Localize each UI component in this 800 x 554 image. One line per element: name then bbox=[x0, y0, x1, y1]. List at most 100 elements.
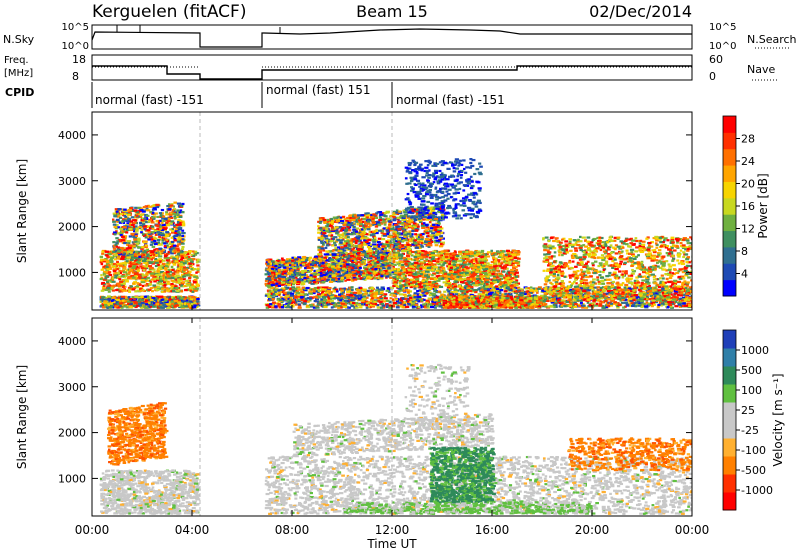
range-cell bbox=[542, 294, 547, 297]
range-cell bbox=[173, 285, 178, 288]
range-cell bbox=[657, 303, 661, 307]
range-cell bbox=[104, 271, 109, 274]
range-cell bbox=[349, 294, 354, 297]
range-cell bbox=[183, 303, 187, 306]
range-cell bbox=[427, 297, 432, 300]
range-cell bbox=[148, 256, 153, 259]
range-cell bbox=[176, 289, 180, 293]
range-cell bbox=[690, 301, 692, 304]
range-cell bbox=[465, 288, 471, 291]
range-cell bbox=[112, 220, 116, 223]
range-cell bbox=[156, 239, 161, 242]
range-cell bbox=[151, 245, 156, 248]
range-cell bbox=[175, 304, 179, 307]
range-cell bbox=[582, 303, 585, 306]
range-cell bbox=[356, 288, 361, 291]
range-cell bbox=[315, 295, 320, 298]
range-cell bbox=[401, 306, 405, 309]
range-cell bbox=[151, 297, 156, 300]
range-cell bbox=[178, 296, 182, 299]
range-cell bbox=[141, 210, 146, 213]
range-cell bbox=[524, 291, 529, 294]
range-cell bbox=[128, 271, 131, 274]
range-cell bbox=[167, 259, 171, 263]
range-cell bbox=[161, 217, 164, 220]
power-scatter bbox=[99, 158, 692, 309]
range-cell bbox=[376, 304, 380, 307]
range-cell bbox=[289, 294, 295, 297]
range-cell bbox=[159, 280, 164, 283]
range-cell bbox=[102, 259, 107, 262]
range-cell bbox=[453, 294, 457, 297]
range-cell bbox=[146, 229, 150, 232]
range-cell bbox=[149, 211, 153, 214]
range-cell bbox=[663, 300, 668, 303]
range-cell bbox=[274, 290, 277, 293]
range-cell bbox=[170, 265, 174, 268]
range-cell bbox=[385, 305, 389, 309]
range-cell bbox=[166, 288, 170, 291]
range-cell bbox=[481, 293, 486, 296]
range-cell bbox=[117, 246, 121, 249]
range-cell bbox=[125, 269, 130, 272]
range-cell bbox=[161, 249, 165, 252]
range-cell bbox=[124, 274, 128, 277]
range-cell bbox=[464, 295, 470, 298]
range-cell bbox=[194, 250, 198, 253]
range-cell bbox=[392, 301, 398, 304]
range-cell bbox=[149, 303, 154, 307]
range-cell bbox=[107, 279, 112, 282]
range-cell bbox=[160, 298, 165, 301]
range-cell bbox=[182, 278, 186, 281]
range-cell bbox=[100, 268, 105, 271]
range-cell bbox=[316, 280, 321, 283]
range-cell bbox=[189, 286, 192, 289]
range-cell bbox=[159, 300, 163, 303]
range-cell bbox=[140, 207, 143, 210]
range-cell bbox=[138, 283, 142, 287]
range-cell bbox=[148, 261, 153, 264]
range-cell bbox=[402, 301, 406, 304]
range-cell bbox=[121, 295, 126, 298]
range-cell bbox=[400, 300, 404, 303]
range-cell bbox=[438, 305, 443, 308]
range-cell bbox=[157, 255, 163, 258]
range-cell bbox=[417, 306, 421, 309]
range-cell bbox=[540, 290, 545, 293]
range-cell bbox=[440, 299, 445, 302]
range-cell bbox=[135, 234, 139, 238]
range-cell bbox=[316, 300, 320, 303]
range-cell bbox=[520, 294, 525, 297]
range-cell bbox=[131, 300, 136, 303]
range-cell bbox=[158, 212, 163, 215]
range-cell bbox=[143, 267, 147, 270]
range-cell bbox=[154, 224, 160, 227]
range-cell bbox=[146, 257, 150, 260]
range-cell bbox=[294, 287, 298, 290]
range-cell bbox=[327, 297, 331, 300]
range-cell bbox=[308, 297, 313, 300]
range-cell bbox=[377, 299, 381, 303]
range-cell bbox=[579, 301, 583, 304]
range-cell bbox=[128, 298, 133, 301]
nsky-tick-top: 10^5 bbox=[62, 22, 89, 33]
range-cell bbox=[176, 249, 181, 252]
range-cell bbox=[321, 291, 324, 295]
range-cell bbox=[147, 288, 152, 292]
range-cell bbox=[140, 301, 145, 304]
range-cell bbox=[435, 296, 440, 299]
range-cell bbox=[388, 290, 391, 294]
range-cell bbox=[186, 300, 190, 304]
range-cell bbox=[357, 294, 363, 297]
freq-unit: [MHz] bbox=[4, 68, 33, 79]
range-cell bbox=[178, 305, 182, 309]
range-cell bbox=[190, 267, 193, 271]
range-cell bbox=[112, 218, 115, 221]
range-cell bbox=[161, 236, 166, 240]
range-cell bbox=[144, 244, 148, 247]
range-cell bbox=[337, 298, 340, 301]
range-cell bbox=[382, 256, 387, 259]
range-cell bbox=[118, 269, 122, 273]
range-cell bbox=[178, 215, 183, 219]
range-cell bbox=[128, 220, 132, 223]
